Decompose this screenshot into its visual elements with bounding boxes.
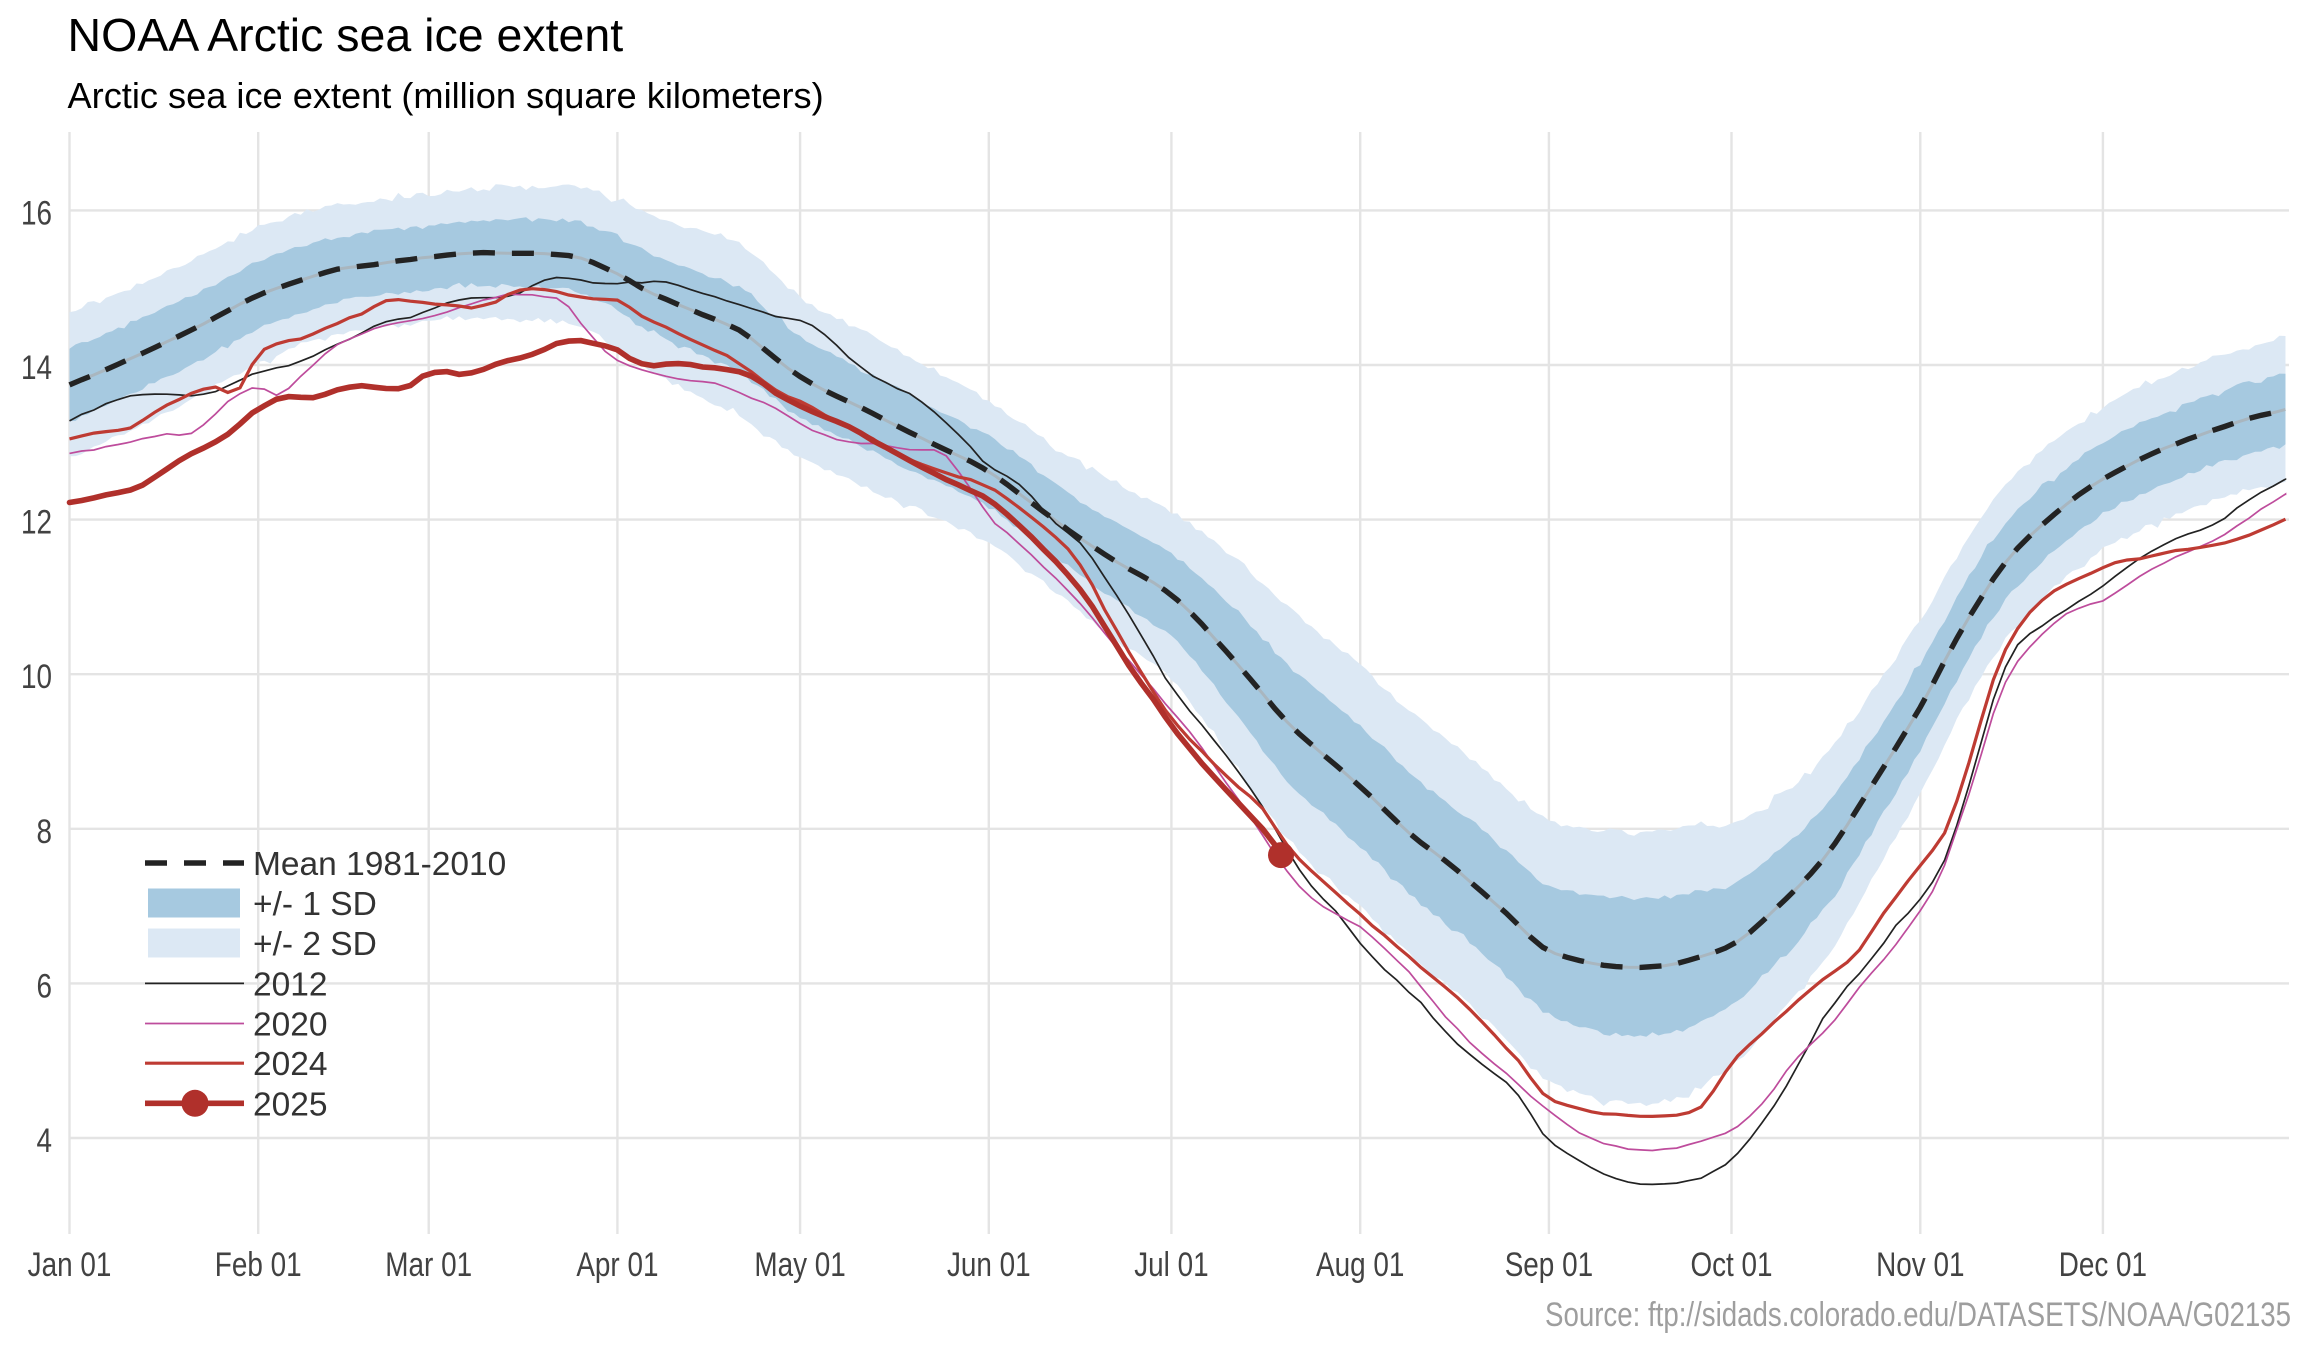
svg-text:Jan 01: Jan 01 — [28, 1246, 112, 1284]
svg-text:4: 4 — [37, 1122, 53, 1160]
svg-text:Feb 01: Feb 01 — [215, 1246, 302, 1284]
svg-text:Arctic sea ice extent (million: Arctic sea ice extent (million square ki… — [68, 75, 824, 116]
svg-text:Oct 01: Oct 01 — [1690, 1246, 1772, 1284]
svg-text:2024: 2024 — [253, 1046, 328, 1083]
svg-text:Sep 01: Sep 01 — [1505, 1246, 1593, 1284]
svg-text:2025: 2025 — [253, 1086, 328, 1123]
svg-text:Mar 01: Mar 01 — [385, 1246, 472, 1284]
svg-text:12: 12 — [21, 504, 52, 542]
svg-text:NOAA Arctic sea ice extent: NOAA Arctic sea ice extent — [68, 9, 624, 61]
svg-text:Nov 01: Nov 01 — [1876, 1246, 1964, 1284]
svg-text:10: 10 — [21, 658, 52, 696]
svg-text:+/- 1 SD: +/- 1 SD — [253, 886, 377, 923]
svg-text:Aug 01: Aug 01 — [1316, 1246, 1404, 1284]
svg-text:Dec 01: Dec 01 — [2059, 1246, 2147, 1284]
svg-text:+/- 2 SD: +/- 2 SD — [253, 926, 377, 963]
svg-text:Jul 01: Jul 01 — [1134, 1246, 1208, 1284]
svg-text:Source: ftp://sidads.colorado.: Source: ftp://sidads.colorado.edu/DATASE… — [1545, 1296, 2291, 1334]
svg-text:2012: 2012 — [253, 966, 328, 1003]
svg-text:May 01: May 01 — [754, 1246, 845, 1284]
svg-text:Apr 01: Apr 01 — [576, 1246, 658, 1284]
svg-text:6: 6 — [37, 967, 53, 1005]
svg-text:14: 14 — [21, 349, 52, 387]
svg-text:2020: 2020 — [253, 1007, 328, 1044]
svg-text:Jun 01: Jun 01 — [947, 1246, 1031, 1284]
svg-text:8: 8 — [37, 813, 53, 851]
svg-text:Mean 1981-2010: Mean 1981-2010 — [253, 846, 506, 883]
svg-text:16: 16 — [21, 194, 52, 232]
